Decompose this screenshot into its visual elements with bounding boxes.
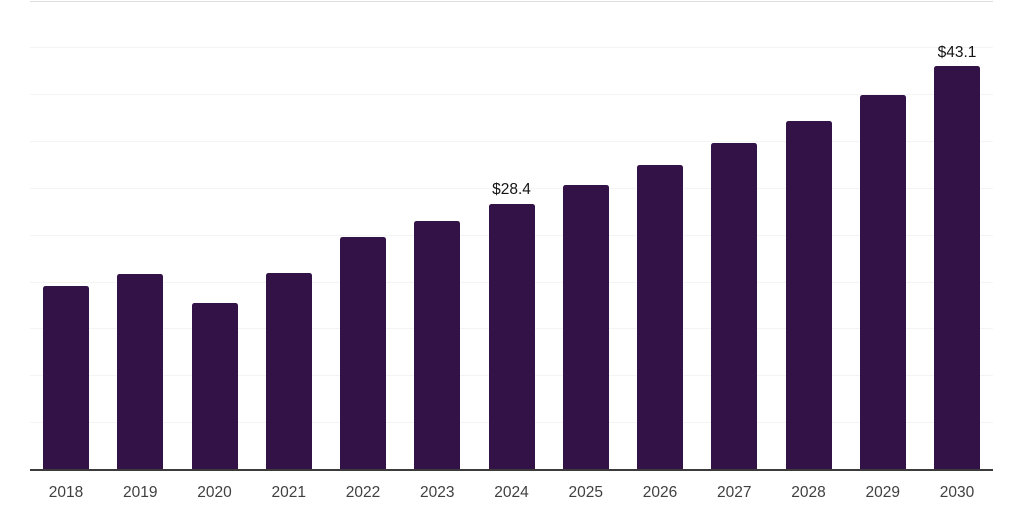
bar-2018 [43,286,89,470]
bar-2030 [934,66,980,470]
bar-2020 [191,303,238,470]
bar-2021 [265,273,312,470]
bar-2022 [340,236,386,470]
gridline-30 [30,187,993,189]
bar-value-label-2030: $43.1 [937,43,977,61]
bar-2024 [488,203,535,470]
x-axis-label-2020: 2020 [197,484,232,501]
gridline-45 [30,47,993,49]
x-axis-label-2023: 2023 [420,484,455,501]
bar-2019 [117,274,164,470]
x-axis-line [30,469,993,471]
bar-2027 [711,143,758,470]
x-axis-label-2028: 2028 [791,484,826,501]
x-axis-label-2030: 2030 [939,484,975,501]
plot-area: $28.4 $43.1 [30,0,993,471]
bar-2028 [785,121,832,470]
gridline-40 [30,94,993,96]
x-axis-label-2027: 2027 [717,484,752,501]
bar-value-label-2024: $28.4 [492,181,531,199]
bar-2023 [414,220,461,470]
bar-2025 [562,185,609,470]
bar-2026 [637,164,683,470]
x-axis-label-2029: 2029 [865,484,900,501]
x-axis-label-2018: 2018 [48,484,84,501]
x-axis-label-2025: 2025 [568,484,603,501]
bar-2029 [859,95,906,470]
x-axis-label-2021: 2021 [271,484,306,501]
x-axis-label-2026: 2026 [642,484,678,501]
x-axis-label-2019: 2019 [123,484,158,501]
gridline-35 [30,141,993,143]
x-axis-label-2022: 2022 [345,484,381,501]
x-axis-label-2024: 2024 [494,484,529,501]
gridline-50 [30,0,993,2]
